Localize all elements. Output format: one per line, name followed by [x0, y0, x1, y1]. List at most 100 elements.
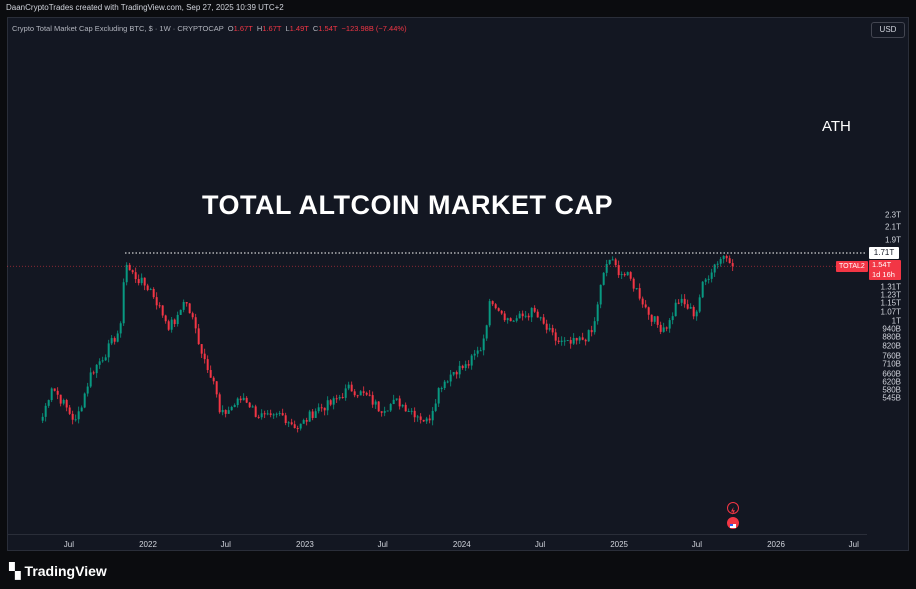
candle-body [389, 404, 392, 411]
candle-body [509, 318, 512, 322]
last-price-tag: 1.54T 1d 16h [869, 260, 901, 281]
candle-body [104, 357, 107, 361]
candle-body [242, 397, 245, 401]
candle-body [638, 288, 641, 299]
candle-body [386, 410, 389, 412]
candle-body [380, 411, 383, 413]
candle-body [89, 372, 92, 387]
candle-body [611, 259, 614, 261]
price-axis[interactable]: 2.3T2.1T1.9T1.43T1.31T1.23T1.15T1.07T1T9… [867, 17, 909, 534]
candle-body [371, 395, 374, 405]
candle-body [641, 298, 644, 305]
candle-body [446, 381, 449, 383]
candlestick-chart[interactable] [7, 17, 867, 534]
candle-body [482, 338, 485, 351]
y-tick-label: 1.15T [880, 298, 901, 308]
legend-change: −123.98B (−7.44%) [341, 24, 407, 33]
candle-body [206, 359, 209, 371]
y-tick-label: 820B [882, 341, 901, 351]
candle-body [56, 390, 59, 395]
candle-body [527, 315, 530, 318]
candle-body [473, 353, 476, 356]
candle-body [347, 384, 350, 389]
legend-open: 1.67T [233, 24, 253, 33]
candle-body [47, 400, 50, 406]
legend-close-label: C [312, 24, 319, 33]
candle-body [80, 407, 83, 412]
candle-body [329, 400, 332, 405]
candle-body [398, 398, 401, 407]
chart-plot-area[interactable] [7, 17, 867, 534]
candle-body [101, 360, 104, 362]
candle-body [116, 333, 119, 342]
candle-body [251, 406, 254, 408]
tradingview-brand: ▚ TradingView [9, 562, 107, 580]
y-tick-label: 760B [882, 351, 901, 361]
candle-body [551, 328, 554, 333]
candle-body [443, 381, 446, 389]
candle-body [692, 306, 695, 317]
candle-body [392, 399, 395, 405]
candle-body [623, 274, 626, 276]
candle-body [269, 413, 272, 415]
candle-body [488, 301, 491, 326]
x-tick-label: Jul [63, 540, 75, 549]
time-axis[interactable]: Jul 2022 Jul 2023 Jul 2024 Jul 2025 Jul 2026 Jul [7, 534, 867, 551]
y-tick-label: 940B [882, 324, 901, 334]
candle-body [257, 416, 260, 418]
candle-body [584, 339, 587, 342]
candle-body [191, 313, 194, 318]
candle-body [545, 323, 548, 330]
candle-body [368, 394, 371, 396]
candle-body [557, 340, 560, 343]
overlay-title: TOTAL ALTCOIN MARKET CAP [202, 190, 613, 220]
currency-button[interactable]: USD [871, 22, 905, 38]
candle-body [458, 365, 461, 375]
candle-body [422, 419, 425, 422]
candle-body [506, 318, 509, 321]
candle-body [65, 399, 68, 408]
candle-body [587, 330, 590, 342]
candle-body [179, 309, 182, 315]
candle-body [596, 304, 599, 322]
x-tick-label: 2022 [139, 540, 157, 549]
candle-body [575, 337, 578, 341]
candle-body [71, 413, 74, 420]
candle-body [158, 305, 161, 307]
symbol-tag: TOTAL2 [836, 260, 868, 272]
us-flag-event-icon[interactable] [727, 517, 739, 529]
candle-body [215, 381, 218, 395]
candle-body [353, 391, 356, 396]
ath-annotation: ATH [822, 118, 851, 135]
candle-body [188, 303, 191, 314]
candle-body [620, 274, 623, 276]
candle-body [152, 288, 155, 298]
candle-body [428, 418, 431, 421]
candle-body [140, 277, 143, 284]
candle-body [308, 411, 311, 422]
candle-body [146, 285, 149, 290]
candle-body [212, 377, 215, 382]
candle-body [362, 391, 365, 393]
candle-body [236, 398, 239, 406]
candle-body [122, 282, 125, 324]
candle-body [194, 317, 197, 329]
candle-body [209, 370, 212, 378]
candle-body [323, 407, 326, 411]
candle-body [62, 399, 65, 404]
candle-body [320, 407, 323, 409]
candle-body [359, 391, 362, 396]
candle-body [437, 388, 440, 404]
candle-body [455, 372, 458, 375]
lightning-event-icon[interactable] [727, 502, 739, 515]
candle-body [365, 392, 368, 395]
candle-body [431, 410, 434, 421]
candle-body [245, 397, 248, 403]
candle-body [410, 410, 413, 412]
legend-low-label: L [285, 24, 290, 33]
candle-body [68, 407, 71, 414]
candle-body [569, 340, 572, 344]
y-tick-label: 660B [882, 369, 901, 379]
candle-body [668, 320, 671, 329]
x-tick-label: Jul [691, 540, 703, 549]
